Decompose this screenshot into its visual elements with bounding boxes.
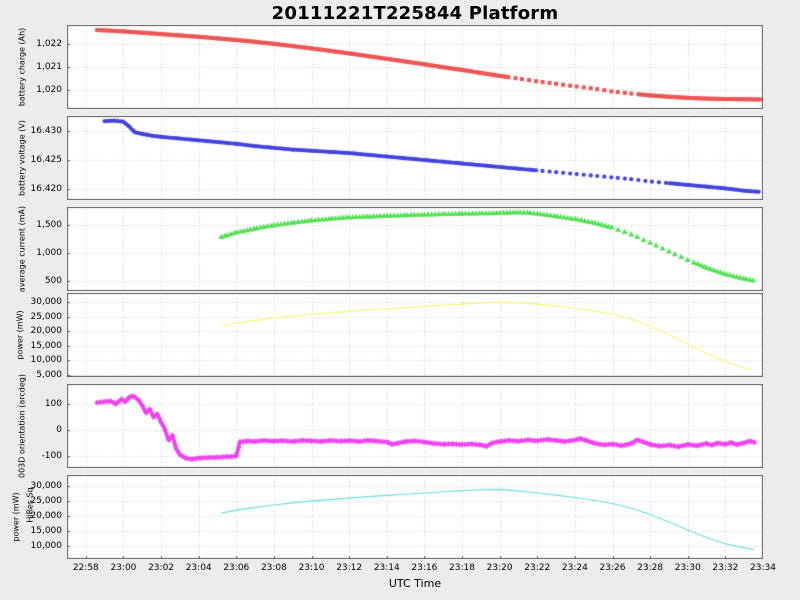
y-tick-label: 20,000 <box>30 511 63 522</box>
x-tick-label: 23:20 <box>486 563 513 573</box>
average-current-plot <box>67 207 763 291</box>
x-tick-label: 23:08 <box>260 563 287 573</box>
y-tick-label: 1,022 <box>36 39 62 50</box>
orientation-plot <box>67 384 763 468</box>
x-tick-label: 23:00 <box>110 563 137 573</box>
y-tick-label: 100 <box>44 399 62 410</box>
x-tick-label: 23:18 <box>449 563 475 573</box>
power-plot <box>67 293 763 377</box>
y-tick-label: 1,021 <box>36 62 62 72</box>
x-tick-label: 23:02 <box>148 563 175 573</box>
y-tick-label: 25,000 <box>30 311 63 322</box>
x-tick-label: 23:26 <box>599 563 626 573</box>
y-tick-label: 16.420 <box>30 183 63 194</box>
x-tick-label: 23:30 <box>674 563 701 573</box>
y-tick-label: 16.425 <box>30 155 63 166</box>
x-tick-label: 23:14 <box>373 563 400 573</box>
y-tick-label: 15,000 <box>30 340 63 351</box>
y-tick-label: 10,000 <box>30 541 63 552</box>
y-tick-label: 16.430 <box>30 126 63 137</box>
x-tick-label: 23:24 <box>561 563 588 573</box>
hires-power-plot <box>67 475 763 559</box>
y-tick-label: 0 <box>56 425 62 436</box>
battery-voltage-plot <box>67 116 763 200</box>
y-tick-label: 25,000 <box>30 496 63 507</box>
y-tick-label: 30,000 <box>30 297 63 308</box>
x-axis-label: UTC Time <box>388 577 442 590</box>
y-tick-label: 15,000 <box>30 526 63 537</box>
x-tick-label: 23:32 <box>712 563 739 573</box>
chart-title: 20111221T225844 Platform <box>271 3 559 24</box>
y-tick-label: 30,000 <box>30 481 63 492</box>
x-tick-label: 23:06 <box>223 563 250 573</box>
y-tick-label: 20,000 <box>30 326 63 337</box>
y-tick-label: -100 <box>41 451 62 462</box>
y-tick-label: 1,020 <box>36 84 62 95</box>
x-tick-label: 23:22 <box>524 563 551 573</box>
y-tick-label: 1,000 <box>36 247 62 258</box>
x-tick-label: 23:16 <box>411 563 438 573</box>
y-tick-label: 1,500 <box>36 219 62 230</box>
battery-charge-plot <box>67 25 763 109</box>
x-tick-label: 23:04 <box>185 563 212 573</box>
x-tick-label: 23:28 <box>637 563 664 573</box>
x-tick-label: 23:10 <box>298 563 325 573</box>
x-tick-label: 23:12 <box>336 563 363 573</box>
y-tick-label: 10,000 <box>30 355 63 366</box>
y-tick-label: 5,000 <box>36 369 62 380</box>
y-tick-label: 500 <box>44 275 62 286</box>
x-tick-label: 22:58 <box>72 563 99 573</box>
x-tick-label: 23:34 <box>750 563 776 573</box>
